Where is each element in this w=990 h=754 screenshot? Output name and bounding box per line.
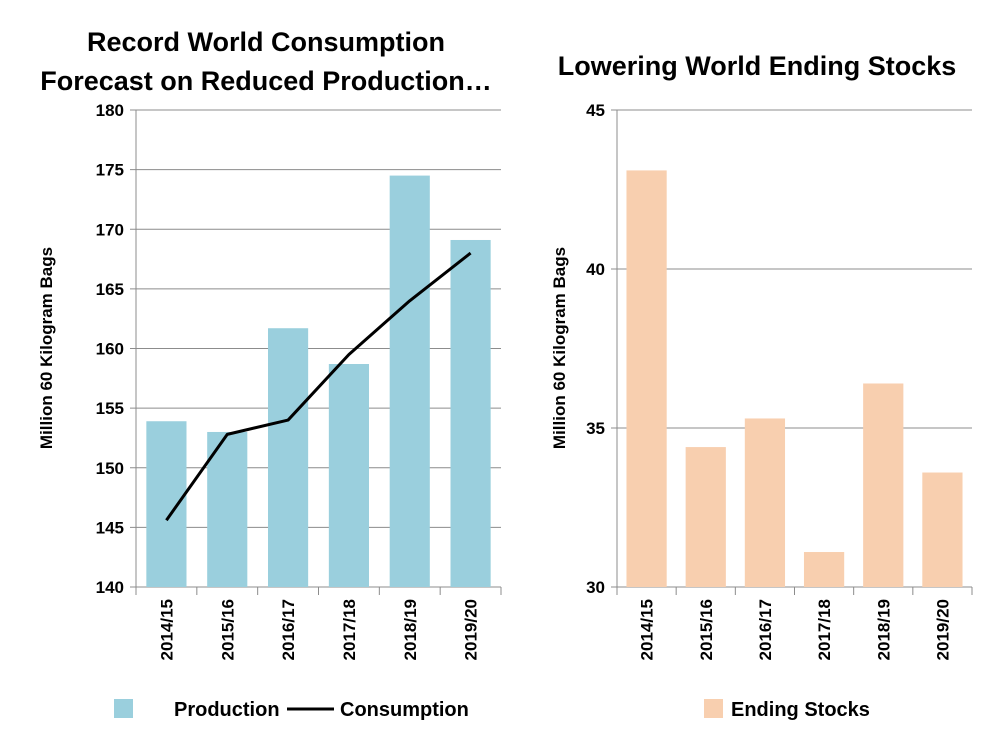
x-tick-label: 2014/15: [157, 599, 176, 660]
bar-production: [207, 431, 248, 587]
chart-title-line: Forecast on Reduced Production…: [40, 66, 492, 96]
bar-ending-stocks: [863, 383, 904, 587]
y-tick-label: 165: [96, 280, 124, 299]
y-tick-label: 140: [96, 578, 124, 597]
y-tick-label: 45: [586, 101, 605, 120]
y-tick-label: 145: [96, 518, 124, 537]
bar-ending-stocks: [922, 472, 963, 587]
x-tick-label: 2018/19: [401, 599, 420, 660]
y-tick-label: 180: [96, 101, 124, 120]
legend-label: Ending Stocks: [731, 699, 870, 721]
bar-production: [146, 421, 187, 587]
x-tick-label: 2017/18: [340, 599, 359, 660]
x-tick-label: 2017/18: [815, 599, 834, 660]
bar-ending-stocks: [744, 418, 786, 587]
bar-ending-stocks: [685, 447, 726, 587]
x-tick-label: 2016/17: [279, 599, 298, 660]
series-line-consumption: [165, 251, 472, 522]
y-tick-label: 35: [586, 419, 605, 438]
y-tick-label: 160: [96, 340, 124, 359]
legend-label: Consumption: [340, 699, 469, 721]
bar-production: [389, 175, 430, 587]
x-tick-label: 2016/17: [756, 599, 775, 660]
x-tick-label: 2019/20: [933, 599, 952, 660]
legend-swatch-ending-stocks: [704, 699, 723, 718]
legend-swatch-production: [114, 699, 133, 718]
y-tick-label: 170: [96, 220, 124, 239]
x-tick-label: 2014/15: [638, 599, 657, 660]
y-axis-label: Million 60 Kilogram Bags: [550, 247, 569, 449]
y-tick-label: 30: [586, 578, 605, 597]
y-axis-label: Million 60 Kilogram Bags: [37, 247, 56, 449]
chart-title-line: Lowering World Ending Stocks: [558, 51, 957, 81]
x-tick-label: 2015/16: [218, 599, 237, 660]
bar-production: [450, 239, 491, 588]
chart-title-line: Record World Consumption: [87, 27, 445, 57]
x-tick-label: 2015/16: [697, 599, 716, 660]
y-tick-label: 150: [96, 459, 124, 478]
bar-ending-stocks: [803, 552, 845, 587]
x-tick-label: 2018/19: [874, 599, 893, 660]
x-tick-label: 2019/20: [462, 599, 481, 660]
bar-production: [268, 328, 309, 587]
bar-production: [328, 364, 369, 587]
y-tick-label: 155: [96, 399, 124, 418]
legend-label: Production: [174, 699, 280, 721]
y-tick-label: 40: [586, 260, 605, 279]
bar-ending-stocks: [626, 170, 667, 588]
y-tick-label: 175: [96, 161, 124, 180]
